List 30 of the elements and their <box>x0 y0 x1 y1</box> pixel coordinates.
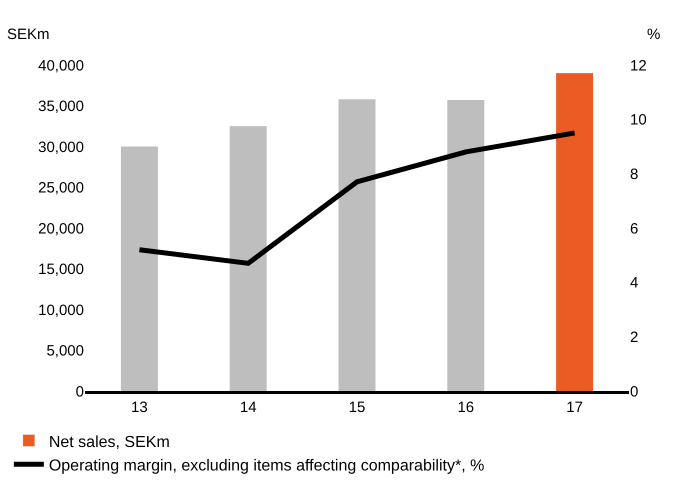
y-tick-label: 0 <box>76 383 84 400</box>
y-tick-label: 40,000 <box>38 57 84 74</box>
y-tick-label: 35,000 <box>38 98 84 115</box>
y2-tick-label: 8 <box>630 166 638 183</box>
y2-tick-label: 10 <box>630 112 647 129</box>
y-tick-label: 20,000 <box>38 220 84 238</box>
y-axis-title: SEKm <box>7 26 50 43</box>
y2-tick-label: 0 <box>630 383 638 400</box>
y2-tick-label: 2 <box>630 328 638 346</box>
y-tick-label: 10,000 <box>38 302 84 319</box>
y-tick-label: 25,000 <box>38 180 84 196</box>
y-tick-label: 5,000 <box>46 342 84 360</box>
bar <box>447 100 484 391</box>
bar <box>120 146 158 391</box>
legend-label: Net sales, SEKm <box>48 434 170 451</box>
y2-tick-label: 6 <box>630 220 638 238</box>
x-tick-label: 17 <box>566 398 583 416</box>
bar <box>338 99 376 391</box>
bar <box>556 73 594 391</box>
bar <box>230 126 267 391</box>
x-tick-label: 13 <box>131 398 148 416</box>
y-tick-label: 30,000 <box>38 138 84 156</box>
y-tick-label: 15,000 <box>38 261 84 278</box>
y2-axis-title: % <box>647 26 660 43</box>
y2-tick-label: 4 <box>630 274 638 292</box>
x-tick-label: 14 <box>240 398 257 416</box>
x-tick-label: 15 <box>348 398 366 416</box>
y2-tick-label: 12 <box>630 57 647 74</box>
x-tick-label: 16 <box>457 398 474 416</box>
legend-label: Operating margin, excluding items affecting comparability*, % <box>48 458 484 475</box>
